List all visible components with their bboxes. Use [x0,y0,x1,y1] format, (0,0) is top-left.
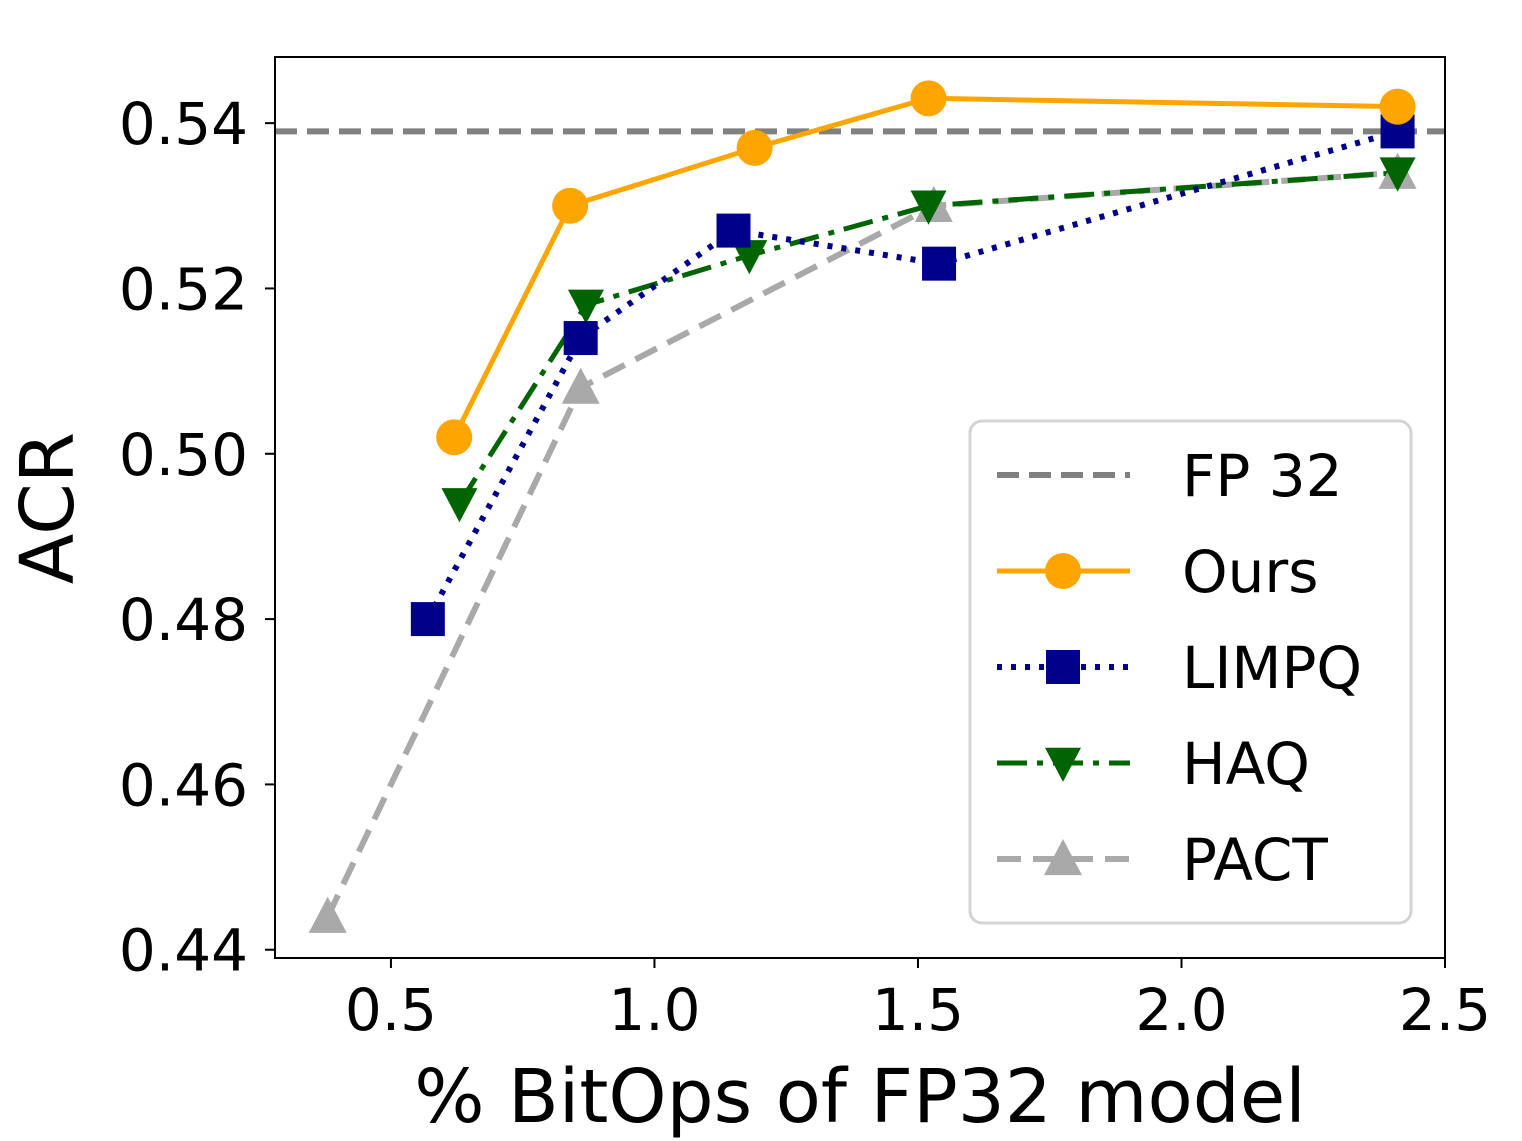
data-point-haq-4 [1379,157,1416,192]
y-axis-label: ACR [5,432,91,584]
data-point-ours-1 [552,187,589,224]
data-point-ours-3 [910,80,947,117]
data-point-haq-3 [910,190,947,225]
legend-marker-pact [1044,839,1082,876]
y-tick-label-5: 0.54 [119,90,248,158]
legend-marker-ours [1045,553,1081,589]
plot-frame [274,56,1446,959]
legend: FP 32 Ours LIMPQ HAQ PACT [968,419,1413,925]
data-point-limpq-2 [716,213,751,248]
x-tick-label-1: 1.0 [608,976,700,1044]
series-line-pact [324,169,1398,918]
legend-label-ours: Ours [1182,538,1318,606]
legend-box [968,419,1413,925]
y-tick-label-2: 0.48 [119,586,248,654]
legend-marker-limpq [1046,650,1080,684]
x-tick-label-3: 2.0 [1135,976,1227,1044]
x-tick-label-2: 1.5 [872,976,964,1044]
x-tick-label-0: 0.5 [345,976,437,1044]
data-point-limpq-0 [410,602,445,637]
data-point-haq-1 [567,289,604,324]
legend-label-pact: PACT [1182,826,1328,894]
data-point-ours-0 [436,419,473,456]
data-point-haq-0 [441,488,478,523]
data-point-pact-0 [308,896,347,933]
x-axis: 0.5 1.0 1.5 2.0 2.5 [345,958,1491,1044]
x-axis-label: % BitOps of FP32 model [414,1054,1306,1140]
y-tick-label-1: 0.46 [119,751,248,819]
x-tick-label-4: 2.5 [1399,976,1491,1044]
data-point-haq-2 [731,240,768,275]
data-point-ours-4 [1379,88,1416,125]
y-axis: 0.44 0.46 0.48 0.50 0.52 0.54 [119,90,275,985]
legend-label-fp32: FP 32 [1182,442,1343,510]
legend-label-limpq: LIMPQ [1182,634,1362,702]
data-point-limpq-1 [563,321,598,356]
data-point-pact-1 [561,367,600,404]
legend-marker-haq [1045,747,1081,782]
series-markers [308,80,1417,933]
y-tick-label-3: 0.50 [119,421,248,489]
legend-label-haq: HAQ [1182,730,1310,798]
y-tick-label-0: 0.44 [119,917,248,985]
y-tick-label-4: 0.52 [119,255,248,323]
data-point-ours-2 [736,129,773,166]
data-point-limpq-3 [922,246,957,281]
